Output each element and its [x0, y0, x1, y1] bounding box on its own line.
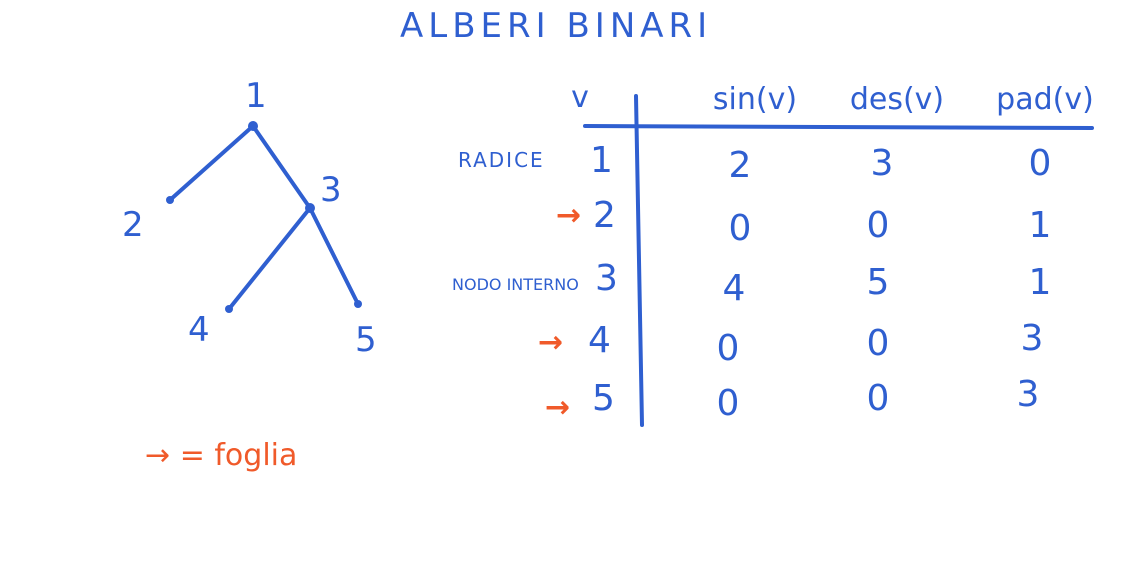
- tree-node-dot-1: [248, 121, 258, 131]
- table-header-sin: sin(v): [712, 82, 798, 117]
- tree-node-label-3: 3: [320, 170, 342, 210]
- legend-text: = foglia: [179, 438, 298, 473]
- tree-node-label-4: 4: [188, 310, 210, 350]
- cell-pad-5: 3: [1016, 374, 1040, 415]
- tree-node-dot-3: [305, 203, 315, 213]
- diagram-title: ALBERI BINARI: [400, 6, 713, 46]
- table-header-v: v: [571, 80, 589, 115]
- tree-node-label-5: 5: [355, 320, 377, 360]
- tree-edge-1-2: [168, 124, 255, 202]
- tree-edge-3-5: [308, 206, 360, 306]
- tree-node-label-1: 1: [245, 76, 267, 116]
- cell-pad-3: 1: [1028, 262, 1052, 303]
- cell-des-2: 0: [866, 205, 890, 246]
- leaf-arrow-5: →: [545, 390, 571, 425]
- cell-des-4: 0: [866, 323, 890, 364]
- cell-sin-3: 4: [722, 268, 746, 309]
- cell-sin-2: 0: [728, 208, 752, 249]
- row-label-nodo-interno: NODO INTERNO: [452, 275, 579, 294]
- cell-des-3: 5: [866, 262, 890, 303]
- row-node-5: 5: [592, 378, 615, 419]
- row-node-2: 2: [593, 195, 616, 236]
- row-label-radice: RADICE: [458, 148, 545, 172]
- table-vertical-rule: [634, 94, 644, 427]
- table-header-pad: pad(v): [996, 82, 1094, 117]
- leaf-arrow-4: →: [538, 325, 564, 360]
- cell-des-5: 0: [866, 378, 890, 419]
- legend: → = foglia: [145, 438, 297, 473]
- cell-sin-4: 0: [716, 328, 740, 369]
- tree-node-dot-2: [166, 196, 174, 204]
- table-header-rule: [583, 124, 1094, 130]
- cell-sin-5: 0: [716, 383, 740, 424]
- tree-node-label-2: 2: [122, 205, 144, 245]
- row-node-4: 4: [588, 320, 611, 361]
- cell-des-1: 3: [870, 143, 894, 184]
- legend-arrow-icon: →: [145, 438, 171, 473]
- tree-edge-1-3: [251, 124, 312, 210]
- cell-sin-1: 2: [728, 145, 752, 186]
- leaf-arrow-2: →: [556, 198, 582, 233]
- tree-edge-3-4: [227, 206, 312, 311]
- tree-node-dot-5: [354, 300, 362, 308]
- cell-pad-2: 1: [1028, 205, 1052, 246]
- tree-node-dot-4: [225, 305, 233, 313]
- cell-pad-1: 0: [1028, 143, 1052, 184]
- row-node-1: 1: [590, 140, 613, 181]
- cell-pad-4: 3: [1020, 318, 1044, 359]
- table-header-des: des(v): [849, 82, 945, 117]
- row-node-3: 3: [595, 258, 618, 299]
